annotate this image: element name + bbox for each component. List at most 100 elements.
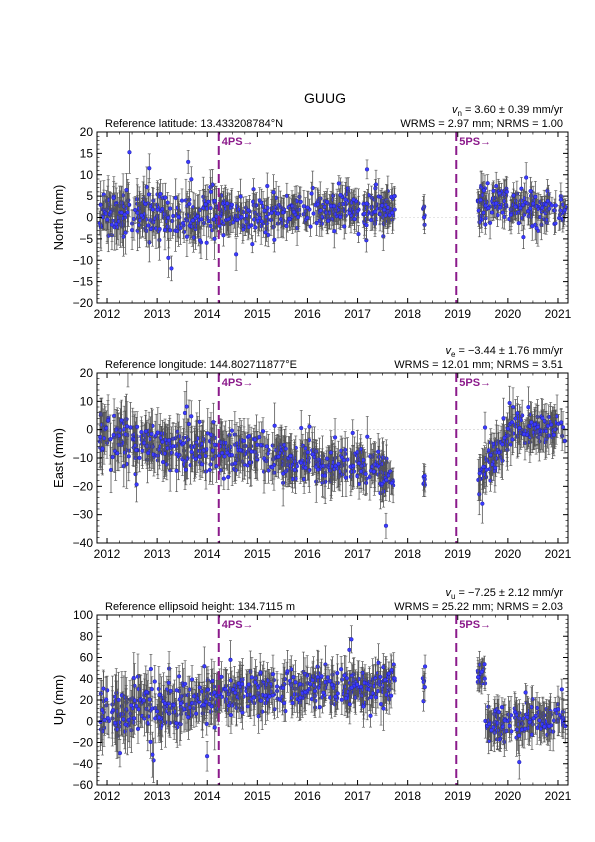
data-point [478, 185, 484, 190]
y-axis-label-north: North (mm) [51, 185, 66, 251]
data-point [238, 447, 243, 453]
data-point [189, 177, 194, 182]
x-tick-label: 2014 [194, 307, 221, 321]
data-point [150, 207, 155, 212]
data-point [250, 242, 255, 247]
figure-title: GUUG [304, 90, 346, 106]
data-point [266, 447, 271, 453]
data-point [309, 191, 314, 196]
data-point [325, 199, 330, 205]
data-point [206, 199, 211, 204]
data-point [272, 423, 277, 428]
data-point [137, 223, 142, 228]
data-point [392, 194, 397, 199]
data-point [296, 215, 301, 220]
data-points [97, 131, 568, 282]
data-point [109, 222, 115, 227]
data-point [364, 167, 370, 172]
data-point [284, 223, 289, 229]
data-point [270, 465, 275, 470]
data-point [274, 448, 279, 453]
data-point [486, 205, 491, 211]
data-point [180, 221, 186, 226]
data-point [133, 443, 138, 448]
data-point [126, 454, 131, 459]
data-point [516, 221, 521, 226]
data-point [155, 430, 160, 435]
x-tick-label: 2012 [94, 307, 121, 321]
data-point [392, 207, 397, 212]
data-point [342, 224, 347, 229]
data-point [481, 188, 487, 193]
data-point [491, 188, 496, 194]
data-point [487, 220, 493, 225]
data-point [277, 451, 282, 456]
data-point [197, 454, 202, 459]
data-point [127, 150, 132, 155]
velocity-subscript: n [457, 109, 461, 118]
data-point [336, 181, 341, 186]
data-point [483, 222, 488, 227]
data-point [504, 202, 509, 208]
data-point [511, 193, 516, 198]
data-point [150, 423, 155, 428]
y-tick-label: −5 [79, 232, 93, 246]
data-point [182, 410, 188, 416]
x-tick-label: 2021 [545, 307, 572, 321]
data-point [249, 449, 254, 454]
data-point [128, 425, 133, 430]
data-point [160, 459, 166, 465]
data-point [170, 444, 176, 449]
data-point [557, 216, 562, 221]
data-point [350, 430, 355, 436]
data-point [181, 441, 186, 446]
data-point [197, 419, 202, 424]
data-point [390, 210, 395, 215]
data-point [246, 208, 251, 213]
data-point [528, 188, 533, 194]
data-point [533, 194, 538, 199]
data-point [338, 192, 343, 198]
data-point [193, 456, 198, 461]
data-point [347, 210, 352, 216]
data-point [351, 197, 356, 202]
data-point [165, 200, 170, 205]
data-point [247, 434, 252, 439]
data-point [133, 207, 138, 213]
data-point [382, 207, 387, 212]
data-point [257, 215, 262, 220]
data-point [221, 233, 226, 238]
data-point [422, 222, 427, 227]
data-point [485, 181, 490, 186]
y-tick-label: −10 [73, 253, 94, 267]
y-tick-label: 0 [86, 211, 93, 225]
data-point [211, 217, 216, 222]
data-point [184, 234, 190, 239]
x-tick-label: 2019 [444, 307, 471, 321]
data-point [207, 467, 212, 473]
event-label-5ps: 5PS→ [459, 136, 491, 148]
data-point [276, 202, 281, 208]
data-point [481, 210, 486, 215]
data-point [212, 442, 217, 447]
y-tick-label: −15 [73, 275, 94, 289]
data-point [160, 439, 165, 444]
data-point [203, 202, 208, 207]
data-point [265, 183, 270, 189]
data-point [191, 235, 196, 240]
y-tick-label: 20 [80, 125, 94, 139]
data-point [528, 193, 534, 198]
data-point [331, 203, 337, 209]
data-points [97, 372, 568, 539]
data-point [549, 203, 555, 208]
data-point [272, 237, 277, 242]
data-point [238, 194, 243, 199]
data-point [199, 462, 205, 467]
data-point [489, 210, 495, 215]
data-point [124, 424, 130, 429]
data-point [296, 207, 301, 212]
data-point [174, 228, 180, 234]
data-point [183, 459, 188, 464]
data-point [373, 182, 379, 187]
data-point [105, 418, 111, 423]
